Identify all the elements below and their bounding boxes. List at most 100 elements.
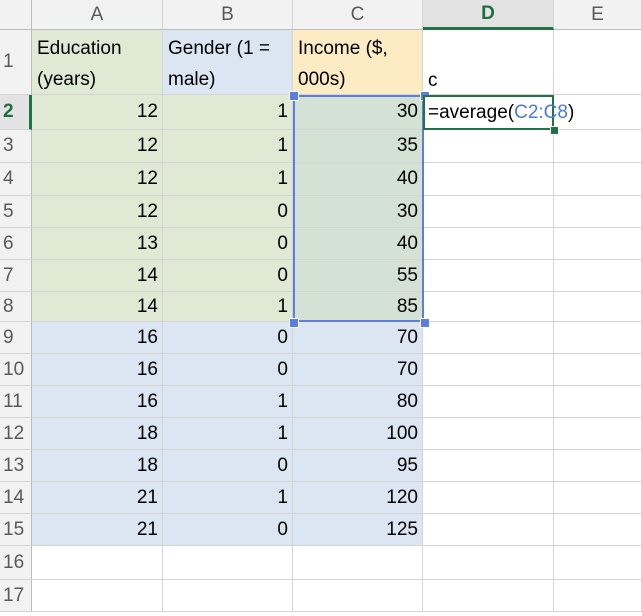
cell-d3[interactable] — [423, 130, 554, 163]
cell-a10[interactable]: 16 — [32, 354, 163, 386]
cell-a13[interactable]: 18 — [32, 450, 163, 482]
cell-e4[interactable] — [554, 163, 642, 196]
cell-d9[interactable] — [423, 322, 554, 354]
cell-c17[interactable] — [293, 580, 423, 612]
cell-d11[interactable] — [423, 386, 554, 418]
row-header-1[interactable]: 1 — [0, 30, 32, 95]
cell-a7[interactable]: 14 — [32, 260, 163, 292]
row-header-17[interactable]: 17 — [0, 580, 32, 612]
select-all-corner[interactable] — [0, 0, 32, 30]
cell-a3[interactable]: 12 — [32, 130, 163, 163]
cell-b9[interactable]: 0 — [163, 322, 293, 354]
cell-a8[interactable]: 14 — [32, 292, 163, 322]
cell-b10[interactable]: 0 — [163, 354, 293, 386]
cell-b4[interactable]: 1 — [163, 163, 293, 196]
cell-b14[interactable]: 1 — [163, 482, 293, 514]
row-header-8[interactable]: 8 — [0, 292, 32, 322]
row-header-10[interactable]: 10 — [0, 354, 32, 386]
cell-e14[interactable] — [554, 482, 642, 514]
cell-e9[interactable] — [554, 322, 642, 354]
cell-d1[interactable]: c — [423, 30, 554, 95]
column-header-a[interactable]: A — [32, 0, 163, 30]
cell-c14[interactable]: 120 — [293, 482, 423, 514]
cell-a15[interactable]: 21 — [32, 514, 163, 546]
cell-d10[interactable] — [423, 354, 554, 386]
cell-c7[interactable]: 55 — [293, 260, 423, 292]
cell-b15[interactable]: 0 — [163, 514, 293, 546]
cell-e16[interactable] — [554, 546, 642, 580]
cell-c9[interactable]: 70 — [293, 322, 423, 354]
cell-d16[interactable] — [423, 546, 554, 580]
cell-c2[interactable]: 30 — [293, 95, 423, 130]
row-header-11[interactable]: 11 — [0, 386, 32, 418]
cell-e6[interactable] — [554, 228, 642, 260]
cell-c1[interactable]: Income ($, 000s) — [293, 30, 423, 95]
cell-b13[interactable]: 0 — [163, 450, 293, 482]
cell-c15[interactable]: 125 — [293, 514, 423, 546]
cell-d4[interactable] — [423, 163, 554, 196]
range-handle[interactable] — [420, 318, 430, 328]
row-header-4[interactable]: 4 — [0, 163, 32, 196]
cell-a12[interactable]: 18 — [32, 418, 163, 450]
fill-handle[interactable] — [550, 126, 559, 135]
cell-e8[interactable] — [554, 292, 642, 322]
cell-b11[interactable]: 1 — [163, 386, 293, 418]
cell-a6[interactable]: 13 — [32, 228, 163, 260]
cell-e3[interactable] — [554, 130, 642, 163]
cell-b1[interactable]: Gender (1 = male) — [163, 30, 293, 95]
cell-d5[interactable] — [423, 196, 554, 228]
column-header-d[interactable]: D — [423, 0, 554, 30]
cell-a16[interactable] — [32, 546, 163, 580]
cell-c8[interactable]: 85 — [293, 292, 423, 322]
cell-b16[interactable] — [163, 546, 293, 580]
cell-d15[interactable] — [423, 514, 554, 546]
cell-c3[interactable]: 35 — [293, 130, 423, 163]
cell-d7[interactable] — [423, 260, 554, 292]
cell-c11[interactable]: 80 — [293, 386, 423, 418]
cell-e1[interactable] — [554, 30, 642, 95]
cell-d6[interactable] — [423, 228, 554, 260]
cell-c5[interactable]: 30 — [293, 196, 423, 228]
cell-a1[interactable]: Education (years) — [32, 30, 163, 95]
column-header-e[interactable]: E — [554, 0, 642, 30]
column-header-c[interactable]: C — [293, 0, 423, 30]
cell-c4[interactable]: 40 — [293, 163, 423, 196]
cell-c6[interactable]: 40 — [293, 228, 423, 260]
cell-c16[interactable] — [293, 546, 423, 580]
cell-b7[interactable]: 0 — [163, 260, 293, 292]
cell-e7[interactable] — [554, 260, 642, 292]
row-header-6[interactable]: 6 — [0, 228, 32, 260]
cell-a2[interactable]: 12 — [32, 95, 163, 130]
cell-e17[interactable] — [554, 580, 642, 612]
cell-e11[interactable] — [554, 386, 642, 418]
range-handle[interactable] — [289, 318, 299, 328]
row-header-15[interactable]: 15 — [0, 514, 32, 546]
cell-c13[interactable]: 95 — [293, 450, 423, 482]
cell-e12[interactable] — [554, 418, 642, 450]
row-header-13[interactable]: 13 — [0, 450, 32, 482]
cell-b3[interactable]: 1 — [163, 130, 293, 163]
cell-e15[interactable] — [554, 514, 642, 546]
row-header-16[interactable]: 16 — [0, 546, 32, 580]
cell-d14[interactable] — [423, 482, 554, 514]
cell-d17[interactable] — [423, 580, 554, 612]
row-header-12[interactable]: 12 — [0, 418, 32, 450]
cell-b17[interactable] — [163, 580, 293, 612]
row-header-3[interactable]: 3 — [0, 130, 32, 163]
cell-c10[interactable]: 70 — [293, 354, 423, 386]
cell-d13[interactable] — [423, 450, 554, 482]
cell-c12[interactable]: 100 — [293, 418, 423, 450]
cell-b6[interactable]: 0 — [163, 228, 293, 260]
cell-b5[interactable]: 0 — [163, 196, 293, 228]
row-header-7[interactable]: 7 — [0, 260, 32, 292]
cell-d8[interactable] — [423, 292, 554, 322]
cell-a17[interactable] — [32, 580, 163, 612]
cell-a9[interactable]: 16 — [32, 322, 163, 354]
cell-a14[interactable]: 21 — [32, 482, 163, 514]
cell-b2[interactable]: 1 — [163, 95, 293, 130]
range-handle[interactable] — [289, 91, 299, 101]
row-header-2[interactable]: 2 — [0, 95, 32, 130]
cell-b12[interactable]: 1 — [163, 418, 293, 450]
cell-e5[interactable] — [554, 196, 642, 228]
